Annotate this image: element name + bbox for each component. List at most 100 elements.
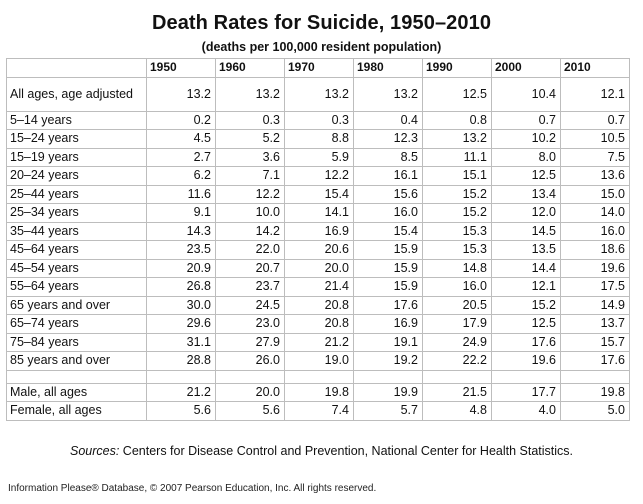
rate-cell: 26.0 — [215, 351, 285, 371]
table-row: 25–34 years 9.1 10.0 14.1 16.0 15.2 12.0 14.0 — [6, 203, 630, 223]
table-row: 35–44 years 14.3 14.2 16.9 15.4 15.3 14.5 16.0 — [6, 221, 630, 241]
rate-cell: 15.2 — [422, 203, 492, 223]
rate-cell: 30.0 — [146, 295, 216, 315]
rate-cell: 13.4 — [491, 184, 561, 204]
rate-cell: 16.0 — [422, 277, 492, 297]
rate-cell: 5.7 — [353, 401, 423, 421]
rate-cell: 27.9 — [215, 332, 285, 352]
row-label: 15–24 years — [6, 129, 147, 149]
spacer-cell — [353, 369, 423, 384]
rate-cell: 4.0 — [491, 401, 561, 421]
rate-cell: 14.9 — [560, 295, 630, 315]
spacer-row — [6, 369, 630, 384]
rate-cell: 0.8 — [422, 110, 492, 130]
rate-cell: 19.6 — [560, 258, 630, 278]
rate-cell: 29.6 — [146, 314, 216, 334]
copyright-footer: Information Please® Database, © 2007 Pea… — [8, 483, 377, 494]
rate-cell: 19.0 — [284, 351, 354, 371]
rate-cell: 20.8 — [284, 295, 354, 315]
rate-cell: 0.3 — [215, 110, 285, 130]
table-row: 15–19 years 2.7 3.6 5.9 8.5 11.1 8.0 7.5 — [6, 147, 630, 167]
rate-cell: 12.5 — [422, 76, 492, 112]
table-row: 15–24 years 4.5 5.2 8.8 12.3 13.2 10.2 10.5 — [6, 129, 630, 149]
spacer-cell — [6, 369, 147, 384]
rate-cell: 26.8 — [146, 277, 216, 297]
rate-cell: 19.8 — [284, 382, 354, 402]
rate-cell: 19.8 — [560, 382, 630, 402]
rate-cell: 15.9 — [353, 240, 423, 260]
rate-cell: 15.9 — [353, 258, 423, 278]
row-label: 55–64 years — [6, 277, 147, 297]
rate-cell: 23.0 — [215, 314, 285, 334]
rate-cell: 22.2 — [422, 351, 492, 371]
rate-cell: 17.5 — [560, 277, 630, 297]
row-label: 25–34 years — [6, 203, 147, 223]
rate-cell: 3.6 — [215, 147, 285, 167]
rate-cell: 31.1 — [146, 332, 216, 352]
rate-cell: 17.6 — [491, 332, 561, 352]
rate-cell: 20.8 — [284, 314, 354, 334]
rate-cell: 11.1 — [422, 147, 492, 167]
rate-cell: 5.6 — [215, 401, 285, 421]
spacer-cell — [491, 369, 561, 384]
header-row: 1950 1960 1970 1980 1990 2000 2010 — [6, 58, 630, 78]
row-label: Female, all ages — [6, 401, 147, 421]
rate-cell: 15.1 — [422, 166, 492, 186]
table-row: 45–54 years 20.9 20.7 20.0 15.9 14.8 14.4 19.6 — [6, 258, 630, 278]
rate-cell: 15.3 — [422, 221, 492, 241]
rate-cell: 12.2 — [284, 166, 354, 186]
rate-cell: 23.5 — [146, 240, 216, 260]
table-row: 5–14 years 0.2 0.3 0.3 0.4 0.8 0.7 0.7 — [6, 110, 630, 130]
rate-cell: 15.4 — [353, 221, 423, 241]
rate-cell: 14.0 — [560, 203, 630, 223]
column-header: 1990 — [422, 58, 492, 78]
row-label: 85 years and over — [6, 351, 147, 371]
spacer-cell — [422, 369, 492, 384]
rate-cell: 12.5 — [491, 166, 561, 186]
rate-cell: 14.8 — [422, 258, 492, 278]
rate-cell: 17.7 — [491, 382, 561, 402]
table-row: 25–44 years 11.6 12.2 15.4 15.6 15.2 13.4 15.0 — [6, 184, 630, 204]
table-row: Female, all ages 5.6 5.6 7.4 5.7 4.8 4.0 5.0 — [6, 401, 630, 421]
row-label: 45–54 years — [6, 258, 147, 278]
row-label: 20–24 years — [6, 166, 147, 186]
rate-cell: 12.0 — [491, 203, 561, 223]
rate-cell: 10.4 — [491, 76, 561, 112]
row-label: All ages, age adjusted — [6, 76, 147, 112]
rate-cell: 13.5 — [491, 240, 561, 260]
column-header: 1970 — [284, 58, 354, 78]
rate-cell: 10.2 — [491, 129, 561, 149]
rate-cell: 19.9 — [353, 382, 423, 402]
rate-cell: 2.7 — [146, 147, 216, 167]
row-label: Male, all ages — [6, 382, 147, 402]
rate-cell: 7.1 — [215, 166, 285, 186]
rate-cell: 4.8 — [422, 401, 492, 421]
rate-cell: 20.0 — [284, 258, 354, 278]
table-row: 75–84 years 31.1 27.9 21.2 19.1 24.9 17.6 15.7 — [6, 332, 630, 352]
rate-cell: 5.9 — [284, 147, 354, 167]
rate-cell: 22.0 — [215, 240, 285, 260]
row-label: 35–44 years — [6, 221, 147, 241]
row-label: 75–84 years — [6, 332, 147, 352]
column-header: 1980 — [353, 58, 423, 78]
rate-cell: 13.2 — [146, 76, 216, 112]
rate-cell: 7.4 — [284, 401, 354, 421]
rate-cell: 15.0 — [560, 184, 630, 204]
rate-cell: 14.4 — [491, 258, 561, 278]
row-label: 15–19 years — [6, 147, 147, 167]
column-header: 2010 — [560, 58, 630, 78]
rate-cell: 20.9 — [146, 258, 216, 278]
rate-cell: 19.2 — [353, 351, 423, 371]
rate-cell: 24.5 — [215, 295, 285, 315]
rate-cell: 15.7 — [560, 332, 630, 352]
rate-cell: 17.9 — [422, 314, 492, 334]
rate-cell: 15.9 — [353, 277, 423, 297]
rate-cell: 20.0 — [215, 382, 285, 402]
rate-cell: 15.2 — [422, 184, 492, 204]
column-header: 1960 — [215, 58, 285, 78]
rate-cell: 4.5 — [146, 129, 216, 149]
column-header: 1950 — [146, 58, 216, 78]
spacer-cell — [146, 369, 216, 384]
rate-cell: 12.3 — [353, 129, 423, 149]
rate-cell: 7.5 — [560, 147, 630, 167]
